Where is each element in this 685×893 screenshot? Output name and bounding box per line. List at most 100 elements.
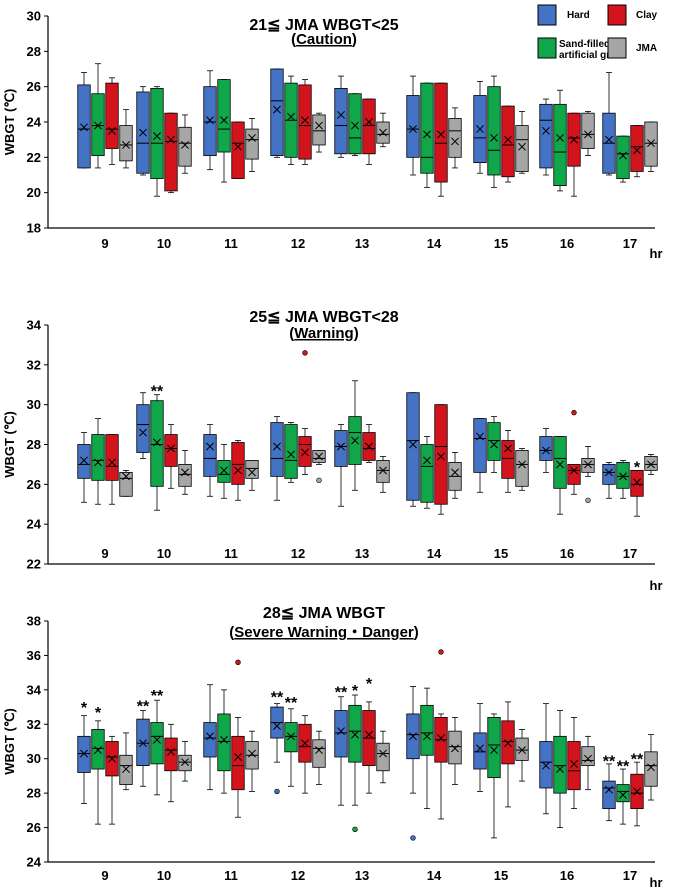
- mean-marker: [570, 466, 578, 475]
- box-iqr: [119, 754, 133, 785]
- mean-marker: [139, 428, 147, 437]
- x-tick-label: 9: [101, 236, 108, 251]
- mean-marker: [301, 448, 309, 457]
- box-sand-filled-artificial-grass-13: [348, 380, 362, 491]
- mean-marker: [490, 746, 498, 755]
- mean-marker: [633, 787, 641, 796]
- x-axis-unit: hr: [650, 246, 663, 261]
- x-tick-label: 15: [494, 546, 508, 561]
- legend-label-line: JMA: [636, 43, 657, 54]
- panel-subtitle: (Severe Warning・Danger): [229, 624, 419, 641]
- y-tick-label: 22: [27, 150, 41, 165]
- x-tick-label: 16: [560, 546, 574, 561]
- box-iqr: [644, 121, 658, 167]
- box-hard-15: [473, 703, 487, 792]
- significance-marker: **: [151, 384, 164, 401]
- box-sand-filled-artificial-grass-14: [420, 687, 434, 810]
- mean-marker: [167, 135, 175, 144]
- box-iqr: [567, 741, 581, 791]
- box-jma-10: [178, 741, 192, 782]
- mean-marker: [220, 466, 228, 475]
- significance-marker: **: [335, 685, 348, 702]
- panel-2: 25≦ JMA WBGT<28(Warning) 22 24 26 28 30 32 34 WB…: [2, 309, 663, 593]
- y-tick-label: 24: [27, 115, 42, 130]
- mean-marker: [365, 442, 373, 451]
- box-clay-15: [501, 430, 515, 493]
- outlier-point: [585, 497, 591, 503]
- mean-marker: [220, 735, 228, 744]
- subtitle-paren-close: ): [352, 31, 357, 48]
- mean-marker: [108, 126, 116, 135]
- box-sand-filled-artificial-grass-9: [91, 418, 105, 505]
- box-iqr: [312, 739, 326, 768]
- box-iqr: [581, 746, 595, 767]
- box-iqr: [298, 84, 312, 160]
- box-clay-15: [501, 701, 515, 808]
- box-iqr: [77, 735, 91, 773]
- legend-label-hard: Hard: [567, 10, 590, 21]
- box-iqr: [539, 103, 553, 169]
- box-iqr: [501, 440, 515, 479]
- mean-marker: [315, 452, 323, 461]
- box-iqr: [217, 460, 231, 483]
- box-clay-9: [105, 434, 119, 505]
- mean-marker: [80, 123, 88, 132]
- mean-marker: [619, 472, 627, 481]
- mean-marker: [181, 468, 189, 477]
- box-iqr: [515, 125, 529, 172]
- box-sand-filled-artificial-grass-14: [420, 82, 434, 188]
- mean-marker: [379, 749, 387, 758]
- mean-marker: [273, 105, 281, 114]
- panels: 21≦ JMA WBGT<25(Caution)18202224262830WB…: [2, 9, 663, 891]
- box-iqr: [434, 82, 448, 183]
- box-hard-13: [334, 424, 348, 507]
- box-iqr: [334, 88, 348, 155]
- mean-marker: [423, 456, 431, 465]
- box-hard-12: [270, 68, 284, 158]
- mean-marker: [181, 758, 189, 767]
- mean-marker: [476, 432, 484, 441]
- y-tick-label: 22: [27, 557, 41, 572]
- box-sand-filled-artificial-grass-9: [91, 720, 105, 825]
- y-tick-label: 28: [27, 437, 41, 452]
- box-iqr: [406, 392, 420, 501]
- box-iqr: [553, 735, 567, 794]
- significance-marker: *: [95, 705, 102, 722]
- y-axis-label: WBGT (℃): [2, 708, 17, 775]
- box-jma-10: [178, 114, 192, 174]
- box-sand-filled-artificial-grass-17: [616, 768, 630, 825]
- box-jma-15: [515, 111, 529, 174]
- box-iqr: [473, 732, 487, 770]
- box-jma-16: [581, 735, 595, 791]
- x-tick-label: 14: [427, 546, 442, 561]
- box-clay-17: [630, 469, 644, 517]
- box-hard-10: [136, 86, 150, 176]
- box-iqr: [298, 436, 312, 467]
- significance-marker: *: [634, 459, 641, 476]
- significance-marker: **: [137, 698, 150, 715]
- box-iqr: [105, 434, 119, 481]
- y-tick-label: 30: [27, 751, 41, 766]
- box-iqr: [231, 121, 245, 179]
- box-jma-12: [312, 112, 326, 153]
- box-iqr: [553, 103, 567, 187]
- mean-marker: [337, 442, 345, 451]
- box-hard-11: [203, 684, 217, 791]
- mean-marker: [451, 137, 459, 146]
- x-tick-label: 17: [623, 868, 637, 883]
- box-iqr: [217, 79, 231, 153]
- mean-marker: [476, 125, 484, 134]
- box-hard-14: [406, 686, 420, 794]
- box-hard-16: [539, 428, 553, 473]
- box-clay-11: [231, 121, 245, 179]
- significance-marker: **: [603, 753, 616, 770]
- box-hard-16: [539, 98, 553, 176]
- box-iqr: [334, 710, 348, 758]
- legend: Hard Clay Sand-filled artificial grass JMA: [537, 4, 658, 61]
- mean-marker: [122, 765, 130, 773]
- box-iqr: [616, 135, 630, 179]
- box-jma-9: [119, 109, 133, 169]
- box-iqr: [178, 126, 192, 167]
- box-iqr: [150, 88, 164, 179]
- box-sand-filled-artificial-grass-11: [217, 79, 231, 183]
